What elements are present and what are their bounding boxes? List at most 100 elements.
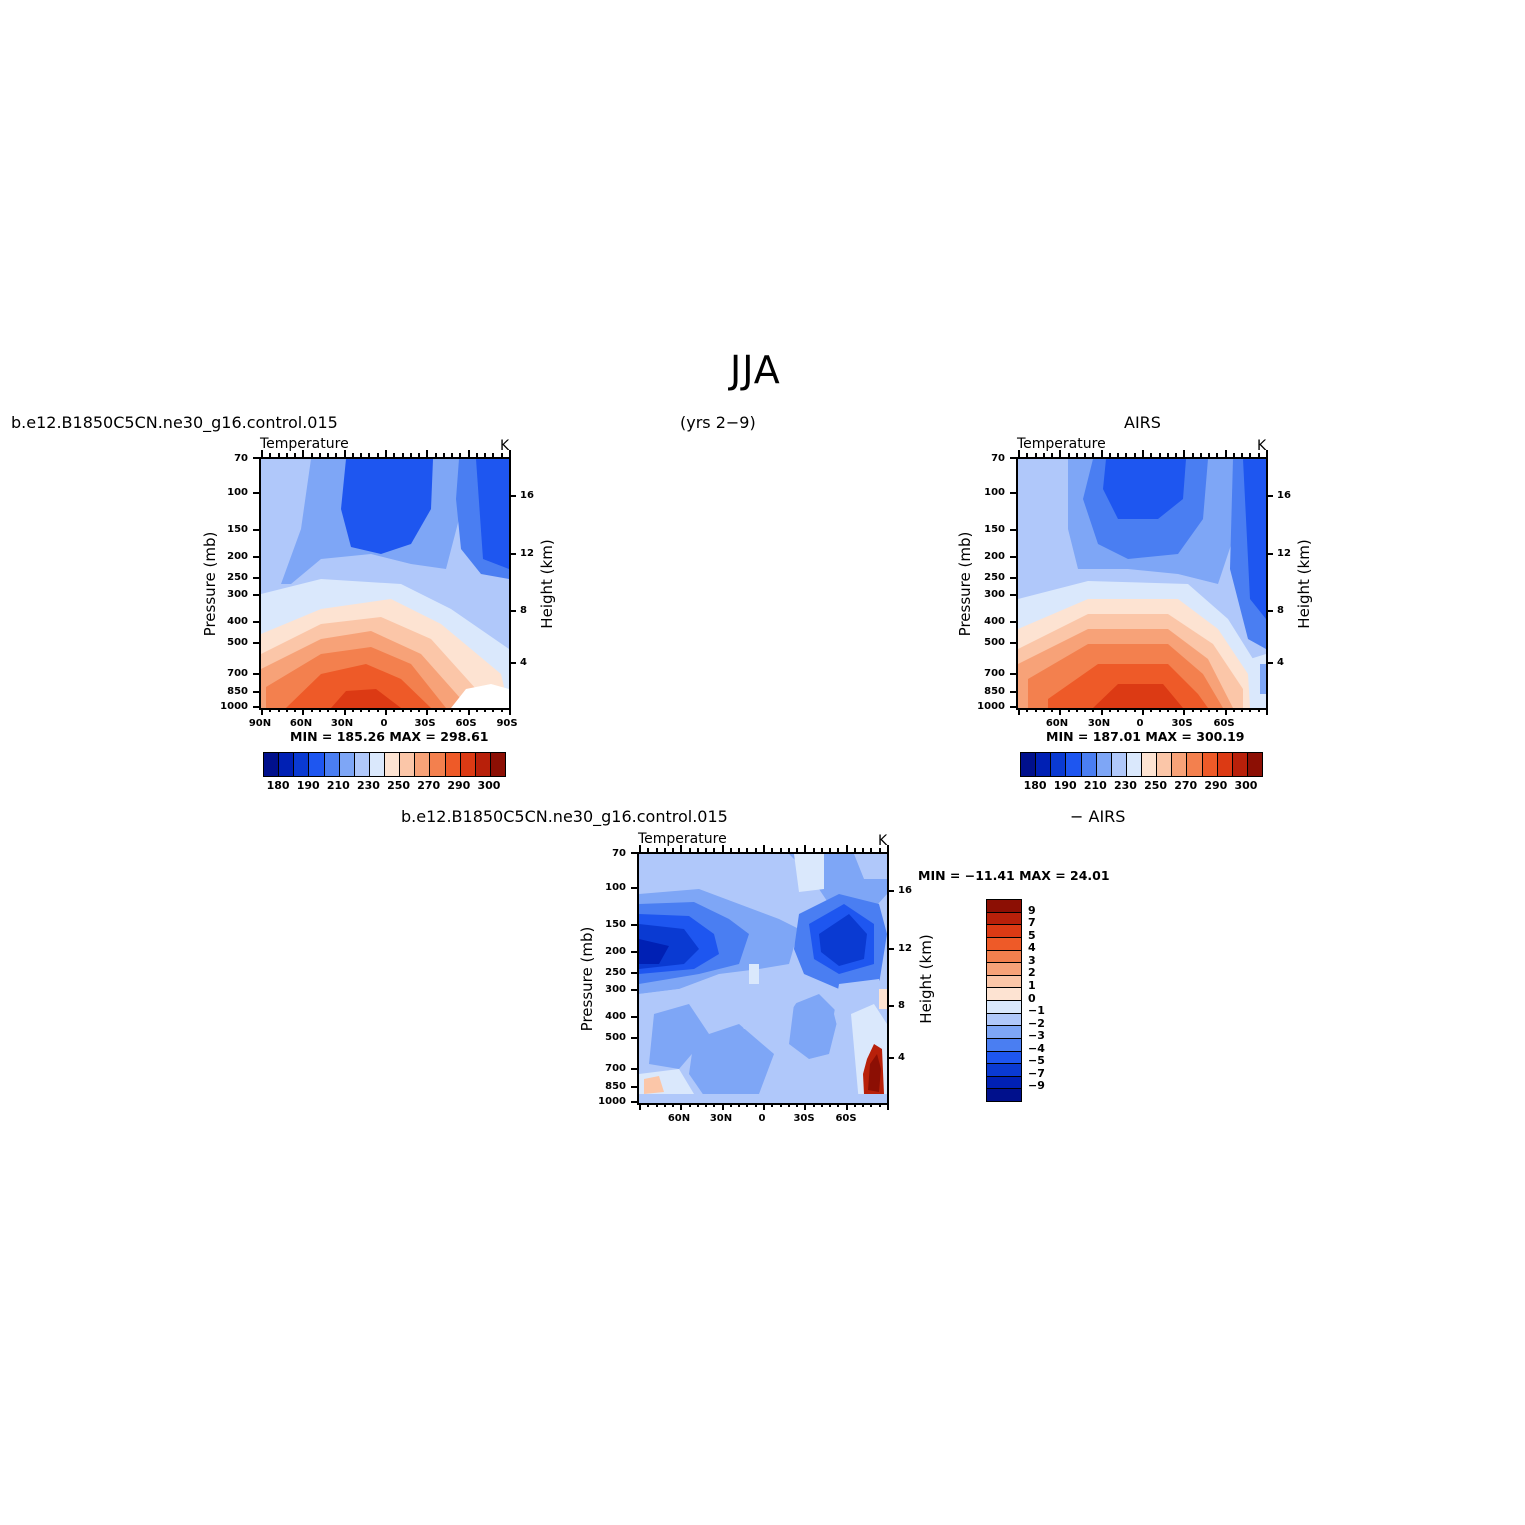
colorbar-swatch — [1232, 753, 1248, 776]
lat-tick-mark — [1158, 708, 1161, 712]
lat-tick-mark — [343, 708, 346, 715]
lat-tick-mark — [878, 848, 881, 852]
p1-xtick-60s: 60S — [455, 718, 477, 729]
lat-tick-mark — [1125, 453, 1128, 457]
lat-tick-mark — [1075, 708, 1078, 712]
lat-tick-mark — [1166, 453, 1169, 457]
colorbar-swatch — [987, 1013, 1021, 1027]
lat-tick-mark — [509, 450, 511, 457]
lat-tick-mark — [360, 708, 363, 712]
colorbar-label: 190 — [1053, 779, 1077, 792]
colorbar-swatch — [987, 925, 1021, 938]
lat-tick-mark — [401, 708, 404, 712]
colorbar-label: 230 — [1113, 779, 1137, 792]
lat-tick-mark — [467, 450, 470, 457]
lat-tick-mark — [285, 453, 288, 457]
pressure-tick-mark — [631, 1016, 637, 1018]
p2-xtick-60s: 60S — [1213, 718, 1235, 729]
main-title: JJA — [730, 348, 781, 392]
lat-tick-mark — [787, 1103, 790, 1107]
pressure-tick-mark — [1010, 577, 1016, 579]
p2-tick-250: 250 — [984, 572, 1005, 583]
pressure-tick-mark — [631, 887, 637, 889]
colorbar-label: 210 — [326, 779, 350, 792]
colorbar-swatch — [1096, 753, 1112, 776]
lat-tick-mark — [837, 1103, 840, 1107]
lat-tick-mark — [318, 453, 321, 457]
lat-tick-mark — [680, 1103, 683, 1110]
p3-tick-250: 250 — [605, 967, 626, 978]
lat-tick-mark — [729, 848, 732, 852]
lat-tick-mark — [738, 1103, 741, 1107]
lat-tick-mark — [853, 1103, 856, 1107]
lat-tick-mark — [1059, 708, 1062, 715]
pressure-tick-mark — [1010, 594, 1016, 596]
lat-tick-mark — [862, 848, 865, 852]
colorbar-swatch — [987, 963, 1021, 976]
pressure-tick-mark — [631, 1068, 637, 1070]
p3-xtick-60n: 60N — [667, 1113, 691, 1124]
p3-xtick-60s: 60S — [835, 1113, 857, 1124]
colorbar-label: 210 — [1083, 779, 1107, 792]
lat-tick-mark — [426, 450, 429, 457]
height-tick-mark — [509, 553, 516, 555]
colorbar-label: −3 — [1028, 1029, 1045, 1043]
p1-tick-70: 70 — [234, 453, 248, 464]
lat-tick-mark — [418, 708, 421, 712]
height-tick-mark — [1266, 662, 1273, 664]
p3-htick-12: 12 — [898, 943, 912, 954]
lat-tick-mark — [484, 453, 487, 457]
pressure-tick-mark — [253, 706, 259, 708]
colorbar-swatch — [354, 753, 370, 776]
p1-tick-850: 850 — [227, 686, 248, 697]
pressure-tick-mark — [253, 492, 259, 494]
pressure-tick-mark — [631, 951, 637, 953]
lat-tick-mark — [269, 708, 272, 712]
colorbar-label: 3 — [1028, 953, 1036, 967]
p3-tick-850: 850 — [605, 1081, 626, 1092]
pressure-tick-mark — [631, 924, 637, 926]
lat-tick-mark — [763, 1103, 765, 1110]
lat-tick-mark — [1191, 708, 1194, 712]
lat-tick-mark — [878, 1103, 881, 1107]
lat-tick-mark — [261, 450, 263, 457]
obs-units-label: K — [1257, 438, 1267, 454]
model-variable-label: Temperature — [260, 436, 349, 452]
lat-tick-mark — [302, 450, 305, 457]
lat-tick-mark — [1067, 708, 1070, 712]
colorbar-swatch — [1142, 753, 1158, 776]
lat-tick-mark — [376, 708, 379, 712]
p3-tick-400: 400 — [605, 1011, 626, 1022]
lat-tick-mark — [845, 1103, 848, 1110]
p2-tick-200: 200 — [984, 551, 1005, 562]
colorbar-label: −7 — [1028, 1066, 1045, 1080]
lat-tick-mark — [721, 845, 724, 852]
pressure-tick-mark — [253, 556, 259, 558]
lat-tick-mark — [1059, 450, 1062, 457]
colorbar-label: 270 — [1174, 779, 1198, 792]
p1-tick-500: 500 — [227, 637, 248, 648]
lat-tick-mark — [812, 1103, 815, 1107]
lat-tick-mark — [663, 848, 666, 852]
p3-tick-100: 100 — [605, 882, 626, 893]
colorbar-swatch — [987, 950, 1021, 964]
lat-tick-mark — [738, 848, 741, 852]
model-units-label: K — [500, 438, 510, 454]
height-tick-mark — [887, 890, 894, 892]
model-minmax: MIN = 185.26 MAX = 298.61 — [290, 729, 489, 744]
lat-tick-mark — [1257, 708, 1260, 712]
colorbar-swatch — [309, 753, 325, 776]
colorbar-swatch — [385, 753, 401, 776]
lat-tick-mark — [1175, 708, 1178, 712]
height-tick-mark — [1266, 553, 1273, 555]
p3-tick-70: 70 — [612, 848, 626, 859]
lat-tick-mark — [1133, 453, 1136, 457]
colorbar-swatch — [1066, 753, 1082, 776]
p2-tick-150: 150 — [984, 524, 1005, 535]
lat-tick-mark — [459, 708, 462, 712]
colorbar-label: 300 — [1234, 779, 1258, 792]
colorbar-label: −2 — [1028, 1016, 1045, 1030]
lat-tick-mark — [705, 1103, 708, 1107]
lat-tick-mark — [1191, 453, 1194, 457]
p1-xtick-60n: 60N — [289, 718, 313, 729]
